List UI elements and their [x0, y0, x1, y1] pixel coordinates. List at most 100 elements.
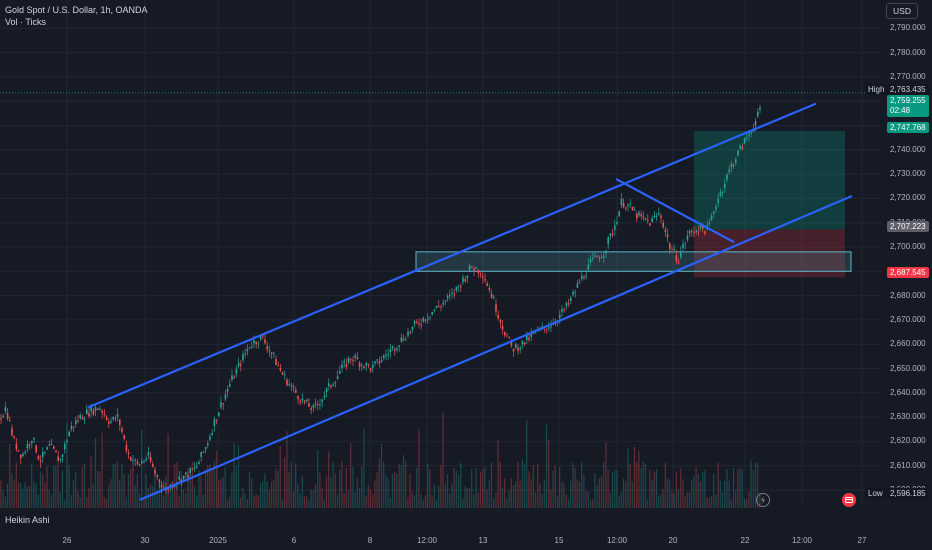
currency-button[interactable]: USD	[886, 3, 918, 19]
volume-bar	[222, 476, 224, 508]
candle-body	[748, 133, 750, 136]
volume-bar	[526, 420, 528, 508]
candle-body	[504, 332, 506, 336]
volume-bar	[22, 488, 24, 508]
flag-line	[615, 177, 735, 244]
candle-body	[719, 192, 722, 196]
candle-body	[196, 466, 198, 468]
volume-bar	[673, 493, 675, 508]
time-tick: 8	[367, 536, 373, 545]
volume-bar	[286, 430, 288, 508]
volume-bar	[44, 482, 46, 508]
low-tag: Low	[865, 488, 886, 499]
volume-bar	[688, 492, 691, 508]
volume-bar	[440, 465, 442, 508]
calendar-event-icon[interactable]	[842, 493, 856, 507]
candle-body	[13, 436, 15, 438]
volume-bar	[81, 466, 83, 508]
candle-body	[405, 339, 407, 341]
candle-body	[759, 107, 761, 110]
candle-body	[312, 405, 315, 408]
volume-bar	[317, 449, 319, 508]
candle-body	[356, 357, 359, 360]
candle-body	[497, 314, 499, 319]
candle-body	[651, 218, 653, 222]
volume-bar	[713, 473, 715, 508]
volume-bar	[204, 469, 207, 508]
volume-bar	[748, 491, 750, 508]
candle-body	[420, 324, 422, 326]
volume-bar	[473, 494, 475, 508]
volume-bar	[490, 462, 493, 508]
volume-bar	[193, 486, 196, 508]
candle-body	[416, 321, 418, 323]
volume-bar	[4, 496, 6, 508]
volume-bar	[409, 473, 411, 508]
volume-bar	[48, 489, 50, 508]
volume-bar	[262, 481, 264, 508]
candle-body	[385, 354, 387, 356]
volume-bar	[101, 432, 103, 508]
volume-bar	[284, 457, 286, 508]
candle-body	[686, 236, 689, 240]
time-tick: 6	[291, 536, 297, 545]
candle-body	[108, 421, 110, 424]
volume-bar	[418, 428, 420, 508]
candle-body	[255, 342, 257, 344]
volume-bar	[618, 496, 620, 508]
volume-bar	[407, 497, 409, 508]
volume-bar	[636, 462, 638, 508]
candle-body	[730, 164, 733, 167]
volume-bar	[24, 482, 26, 508]
volume-bar	[499, 461, 501, 508]
volume-bar	[517, 461, 519, 508]
volume-bar	[136, 473, 138, 508]
volume-bar	[754, 462, 757, 508]
candle-body	[391, 346, 394, 349]
volume-bar	[587, 491, 589, 508]
candle-body	[308, 403, 310, 407]
volume-bar	[59, 491, 61, 508]
candle-body	[242, 354, 244, 360]
candle-body	[620, 198, 623, 206]
candle-body	[398, 345, 400, 347]
candle-body	[629, 203, 631, 205]
volume-bar	[671, 490, 673, 508]
candle-body	[328, 383, 330, 386]
candle-body	[372, 364, 374, 368]
volume-bar	[405, 460, 407, 508]
candle-body	[631, 206, 634, 210]
volume-bar	[53, 465, 55, 508]
volume-bar	[411, 491, 413, 508]
candle-body	[746, 137, 748, 139]
volume-bar	[726, 469, 728, 508]
volume-bar	[677, 489, 680, 508]
candle-body	[334, 382, 337, 384]
candle-body	[2, 415, 4, 418]
volume-bar	[138, 493, 141, 508]
candle-body	[724, 183, 726, 188]
volume-bar	[369, 489, 372, 508]
candle-body	[57, 456, 59, 461]
candle-body	[277, 365, 279, 367]
candle-body	[484, 279, 486, 281]
volume-bar	[717, 462, 719, 508]
candle-body	[319, 404, 321, 406]
candle-body	[702, 225, 704, 229]
lightning-icon[interactable]	[756, 493, 770, 507]
volume-bar	[732, 468, 735, 508]
price-tick: 2,620.000	[890, 436, 926, 446]
volume-bar	[70, 494, 72, 508]
volume-bar	[486, 489, 488, 508]
volume-bar	[341, 461, 343, 508]
candle-body	[396, 348, 398, 350]
volume-bar	[288, 471, 290, 508]
volume-bar	[427, 463, 429, 508]
candle-body	[50, 444, 53, 446]
volume-bar	[686, 492, 688, 508]
candle-body	[477, 270, 480, 274]
volume-bar	[358, 488, 361, 508]
volume-bar	[422, 499, 424, 508]
candle-body	[449, 294, 451, 296]
